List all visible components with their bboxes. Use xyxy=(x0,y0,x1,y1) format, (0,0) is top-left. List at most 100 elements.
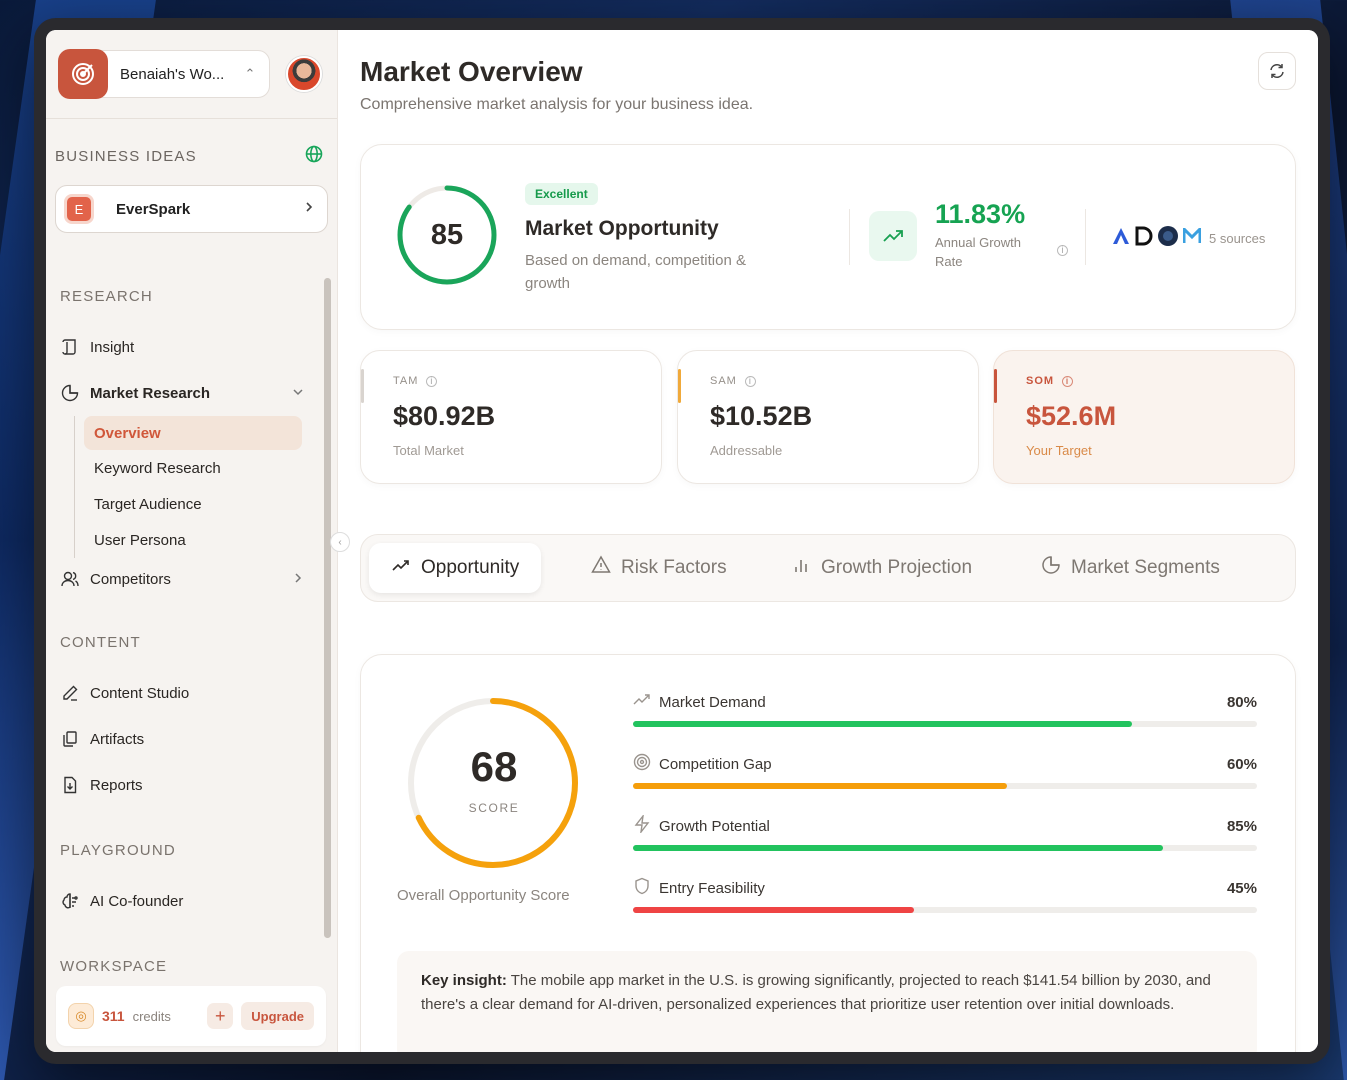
bar-chart-icon xyxy=(791,555,811,581)
content-heading: CONTENT xyxy=(60,634,141,651)
tab-label: Opportunity xyxy=(421,557,520,578)
factor-progress-bar xyxy=(633,845,1257,851)
tab-label: Market Segments xyxy=(1071,557,1220,578)
factor-growth-potential: Growth Potential 85% xyxy=(633,812,1257,851)
credits-panel: ◎ 311 credits + Upgrade xyxy=(56,986,326,1046)
sidebar-scrollbar[interactable] xyxy=(324,278,331,938)
credits-count: 311 xyxy=(102,1008,125,1024)
market-opportunity-card: 85 Excellent Market Opportunity Based on… xyxy=(360,144,1296,330)
overall-score-label: SCORE xyxy=(468,801,520,815)
overall-score-ring xyxy=(408,698,578,868)
key-insight-label: Key insight: xyxy=(421,972,507,989)
factor-percent: 85% xyxy=(1226,817,1257,835)
tab-market-segments[interactable]: Market Segments xyxy=(1041,543,1220,593)
factor-progress-bar xyxy=(633,721,1257,727)
sam-subtitle: Addressable xyxy=(710,443,783,458)
workspace-switcher[interactable]: Benaiah's Wo... ⌃ xyxy=(58,49,270,99)
sidebar-nav: RESEARCH Insight Market Research Overvie… xyxy=(46,288,324,980)
key-insight-text: The mobile app market in the U.S. is gro… xyxy=(421,972,1211,1013)
subnav-item-overview[interactable]: Overview xyxy=(84,416,302,450)
business-name: EverSpark xyxy=(116,200,191,218)
credits-label: credits xyxy=(132,1008,171,1024)
lightning-icon xyxy=(633,812,651,838)
globe-icon[interactable] xyxy=(305,145,323,167)
subnav-item-target-audience[interactable]: Target Audience xyxy=(94,495,202,513)
chevron-right-icon xyxy=(303,200,315,218)
sidebar-item-competitors[interactable]: Competitors xyxy=(46,562,324,596)
sidebar-item-insight[interactable]: Insight xyxy=(46,330,324,364)
factor-percent: 80% xyxy=(1226,693,1257,711)
tab-risk-factors[interactable]: Risk Factors xyxy=(591,543,727,593)
sidebar-item-content-studio[interactable]: Content Studio xyxy=(46,676,324,710)
annual-growth-value: 11.83% xyxy=(935,199,1026,229)
sidebar-item-label: Reports xyxy=(90,776,143,794)
refresh-icon xyxy=(1270,64,1284,78)
factor-name: Growth Potential xyxy=(659,817,770,835)
info-icon[interactable]: i xyxy=(1062,375,1074,387)
add-credits-button[interactable]: + xyxy=(207,1003,234,1029)
business-idea-selector[interactable]: E EverSpark xyxy=(55,185,328,233)
sidebar-item-label: Market Research xyxy=(90,384,211,402)
accent-bar xyxy=(678,369,681,403)
warning-icon xyxy=(591,555,611,581)
tam-subtitle: Total Market xyxy=(393,443,464,458)
divider xyxy=(46,118,337,119)
factor-percent: 60% xyxy=(1226,755,1257,773)
pen-icon xyxy=(60,683,80,703)
analysis-tabs: Opportunity Risk Factors Growth Projecti… xyxy=(360,534,1296,602)
factor-name: Entry Feasibility xyxy=(659,879,765,897)
overall-score-caption: Overall Opportunity Score xyxy=(397,887,570,904)
tam-card: TAM i $80.92B Total Market xyxy=(360,350,662,484)
tab-opportunity[interactable]: Opportunity xyxy=(369,543,542,593)
factor-progress-fill xyxy=(633,907,914,913)
sidebar-item-ai-cofounder[interactable]: AI Co-founder xyxy=(46,884,324,918)
info-icon[interactable]: i xyxy=(1057,245,1068,256)
subnav-item-user-persona[interactable]: User Persona xyxy=(94,531,186,549)
page-title: Market Overview xyxy=(360,56,583,87)
source-logo-icon xyxy=(1135,226,1153,251)
brain-icon xyxy=(60,891,80,911)
factor-percent: 45% xyxy=(1226,879,1257,897)
refresh-button[interactable] xyxy=(1258,52,1296,90)
workspace-name: Benaiah's Wo... xyxy=(120,65,225,83)
opportunity-score: 85 xyxy=(430,219,464,251)
collapse-sidebar-button[interactable]: ‹ xyxy=(330,532,350,552)
som-card: SOM i $52.6M Your Target xyxy=(993,350,1295,484)
sam-card: SAM i $10.52B Addressable xyxy=(677,350,979,484)
research-heading: RESEARCH xyxy=(60,288,153,305)
subnav-item-keyword-research[interactable]: Keyword Research xyxy=(94,459,221,477)
sidebar-item-label: Competitors xyxy=(90,570,171,588)
factor-progress-fill xyxy=(633,721,1133,727)
sidebar-item-artifacts[interactable]: Artifacts xyxy=(46,722,324,756)
pie-chart-icon xyxy=(60,383,80,403)
sidebar-item-market-research[interactable]: Market Research xyxy=(46,376,324,410)
upgrade-button[interactable]: Upgrade xyxy=(241,1002,314,1030)
users-icon xyxy=(60,569,80,589)
factor-market-demand: Market Demand 80% xyxy=(633,691,1257,727)
sources-count: 5 sources xyxy=(1209,231,1266,246)
accent-bar xyxy=(994,369,997,403)
workspace-logo-icon xyxy=(58,49,108,99)
status-badge: Excellent xyxy=(525,183,598,205)
files-icon xyxy=(60,729,80,749)
sidebar: Benaiah's Wo... ⌃ BUSINESS IDEAS E EverS… xyxy=(46,30,338,1052)
sidebar-item-reports[interactable]: Reports xyxy=(46,768,324,802)
factor-entry-feasibility: Entry Feasibility 45% xyxy=(633,877,1257,913)
business-initial-badge: E xyxy=(64,194,94,224)
source-logo-icon xyxy=(1182,225,1202,249)
scrollbar-thumb[interactable] xyxy=(324,278,331,938)
info-icon[interactable]: i xyxy=(744,375,756,387)
sidebar-item-label: AI Co-founder xyxy=(90,892,184,910)
factor-name: Competition Gap xyxy=(659,755,772,773)
info-icon[interactable]: i xyxy=(426,375,438,387)
chevron-right-icon xyxy=(292,572,304,587)
sources-group[interactable]: 5 sources xyxy=(1111,225,1265,252)
target-icon xyxy=(633,753,651,776)
sidebar-item-label: Artifacts xyxy=(90,730,145,748)
avatar[interactable] xyxy=(286,56,322,92)
tab-growth-projection[interactable]: Growth Projection xyxy=(791,543,972,593)
page-subtitle: Comprehensive market analysis for your b… xyxy=(360,96,754,113)
app-window: Benaiah's Wo... ⌃ BUSINESS IDEAS E EverS… xyxy=(34,18,1330,1064)
opportunity-subtitle: Based on demand, competition & growth xyxy=(525,252,746,292)
source-logo-icon xyxy=(1111,226,1131,251)
